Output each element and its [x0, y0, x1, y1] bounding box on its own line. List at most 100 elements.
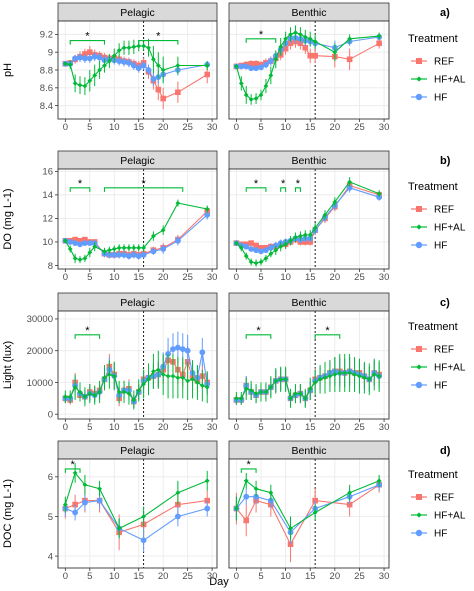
data-point	[238, 395, 244, 401]
data-point	[346, 184, 353, 191]
data-point	[180, 375, 186, 381]
x-tick-label: 25	[182, 422, 193, 433]
significance-star: *	[71, 459, 76, 471]
series-hf-al	[233, 25, 382, 105]
data-point	[92, 392, 98, 398]
x-tick-label: 20	[330, 571, 341, 582]
data-point	[151, 233, 156, 239]
data-point	[185, 378, 191, 384]
data-point	[204, 63, 210, 68]
y-tick-label: 30000	[27, 314, 53, 325]
data-point	[204, 478, 210, 484]
significance-bracket: *	[245, 178, 267, 192]
data-point	[155, 63, 161, 68]
bracket-line	[245, 334, 272, 339]
data-point	[253, 486, 259, 492]
x-tick-label: 15	[305, 571, 316, 582]
data-point	[376, 33, 382, 39]
data-point	[243, 253, 249, 259]
data-point	[72, 509, 79, 516]
x-tick-label: 5	[87, 422, 92, 433]
data-point	[248, 246, 255, 252]
data-point	[82, 482, 88, 488]
data-point	[102, 375, 107, 381]
data-point	[233, 395, 239, 401]
x-tick-label: 0	[234, 122, 239, 133]
data-point	[121, 45, 127, 51]
x-tick-label: 15	[133, 272, 144, 283]
data-point	[253, 96, 259, 101]
data-point	[92, 244, 98, 250]
data-point	[126, 59, 132, 66]
x-tick-label: 30	[379, 571, 390, 582]
legend-title: Treatment	[408, 181, 458, 193]
y-tick-label: 9.2	[40, 30, 53, 41]
data-point	[146, 45, 151, 51]
panel-a: pHa)Pelagic* *0 5 10 15 20 25 308.48.68.899.2Be…	[2, 2, 466, 133]
data-point	[72, 470, 78, 476]
x-tick-label: 30	[207, 272, 218, 283]
plot-border	[57, 168, 218, 270]
x-tick-label: 30	[379, 272, 390, 283]
legend-entry-hf: HF	[411, 93, 447, 104]
x-tick-label: 10	[280, 272, 291, 283]
panel-label: c)	[440, 297, 450, 309]
plot-border	[57, 458, 218, 569]
data-point	[165, 373, 171, 379]
legend-entry-hf-al: HF+AL	[411, 511, 466, 522]
data-point	[258, 248, 264, 255]
data-point	[140, 251, 147, 258]
series-line	[235, 484, 380, 546]
data-point	[332, 49, 338, 55]
data-point	[72, 384, 78, 390]
data-point	[258, 64, 264, 71]
data-point	[233, 506, 239, 511]
data-point	[302, 44, 309, 51]
legend-label: HF+AL	[434, 511, 466, 522]
x-tick-label: 10	[280, 422, 291, 433]
y-axis-label: DOC (mg L-1)	[2, 479, 14, 548]
data-point	[293, 30, 298, 35]
data-point	[77, 389, 83, 395]
data-point	[238, 245, 244, 251]
significance-bracket: *	[245, 29, 277, 43]
data-point	[175, 375, 181, 381]
data-point	[160, 67, 166, 73]
data-point	[332, 199, 338, 205]
data-point	[96, 54, 103, 61]
data-point	[195, 380, 200, 385]
plot-border	[57, 310, 218, 420]
data-point	[62, 61, 68, 67]
data-point	[82, 240, 88, 247]
significance-bracket: *	[69, 31, 106, 45]
data-point	[253, 391, 259, 396]
data-point	[67, 246, 73, 252]
data-point	[170, 346, 176, 353]
data-point	[111, 53, 117, 59]
data-point	[175, 501, 181, 508]
legend-entry-ref: REF	[411, 345, 454, 356]
data-point	[77, 257, 83, 262]
data-point	[140, 62, 147, 69]
data-point	[273, 378, 279, 384]
y-axis-label: pH	[2, 63, 14, 77]
data-point	[175, 490, 181, 496]
x-tick-label: 25	[354, 122, 365, 133]
data-point	[258, 259, 264, 265]
legend-entry-ref: REF	[411, 57, 454, 68]
bracket-line	[103, 187, 184, 192]
legend-label: HF	[434, 529, 447, 540]
data-point	[184, 347, 191, 354]
data-point	[307, 232, 313, 238]
legend-key	[416, 224, 422, 230]
x-tick-label: 20	[330, 272, 341, 283]
legend-label: HF	[434, 93, 447, 104]
legend-entry-hf-al: HF+AL	[411, 75, 466, 86]
significance-star: *	[85, 325, 90, 337]
panel-b: DO (mg L-1) b) Pelagic * * 0 5 10 15 20 25 30 8 10 12 1…	[2, 150, 466, 283]
series-hf-al	[233, 353, 382, 408]
bracket-line	[245, 187, 267, 192]
data-point	[253, 247, 259, 254]
data-point	[82, 83, 88, 89]
